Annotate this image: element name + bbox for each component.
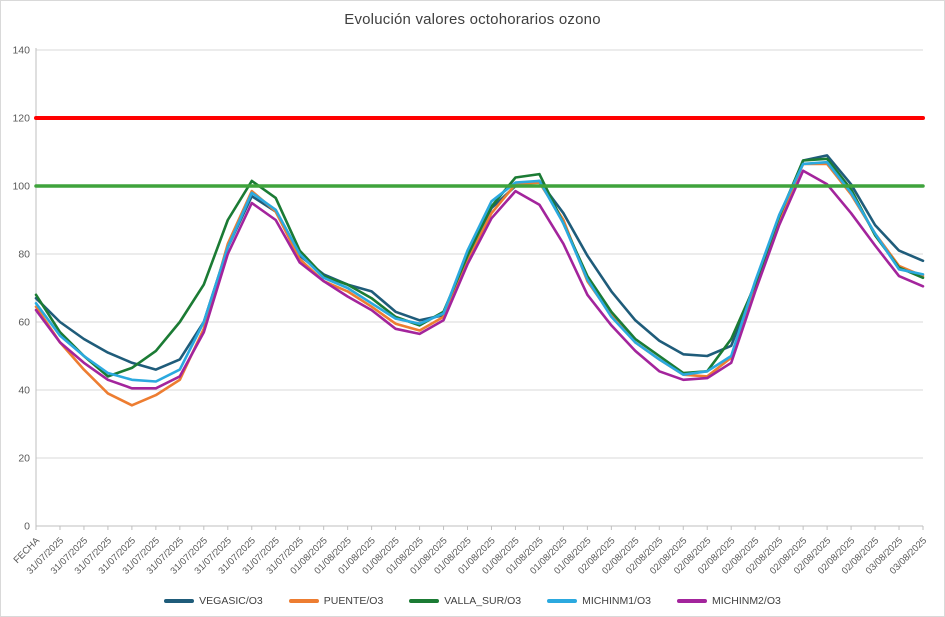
- y-axis-label: 100: [12, 181, 30, 193]
- y-axis-label: 80: [18, 249, 30, 261]
- legend-line-swatch-icon: [409, 599, 440, 603]
- legend-label: VEGASIC/O3: [199, 595, 263, 607]
- legend-line-swatch-icon: [547, 599, 578, 603]
- legend-item-valla-sur-o3[interactable]: VALLA_SUR/O3: [409, 595, 521, 607]
- y-axis-label: 40: [18, 385, 30, 397]
- legend-label: VALLA_SUR/O3: [444, 595, 522, 607]
- legend-item-puente-o3[interactable]: PUENTE/O3: [288, 595, 384, 607]
- y-axis-label: 140: [12, 45, 30, 57]
- legend-item-vegasic-o3[interactable]: VEGASIC/O3: [164, 595, 263, 607]
- series-line-michinm2-o3: [34, 169, 925, 390]
- legend-line-swatch-icon: [164, 599, 195, 603]
- legend-item-michinm1-o3[interactable]: MICHINM1/O3: [547, 595, 651, 607]
- legend-label: MICHINM1/O3: [582, 595, 651, 607]
- legend-label: PUENTE/O3: [323, 595, 384, 607]
- series-line-michinm1-o3: [34, 160, 925, 383]
- legend-item-michinm2-o3[interactable]: MICHINM2/O3: [676, 595, 781, 607]
- y-axis-label: 120: [12, 113, 30, 125]
- y-axis-label: 0: [24, 521, 30, 533]
- legend-line-swatch-icon: [676, 599, 707, 603]
- chart-legend: VEGASIC/O3 PUENTE/O3 VALLA_SUR/O3 MICHINM1/…: [1, 595, 944, 607]
- y-axis-label: 20: [18, 453, 30, 465]
- legend-line-swatch-icon: [288, 599, 319, 603]
- legend-label: MICHINM2/O3: [711, 595, 781, 607]
- y-axis-label: 60: [18, 317, 30, 329]
- chart-title: Evolución valores octohorarios ozono: [344, 11, 601, 28]
